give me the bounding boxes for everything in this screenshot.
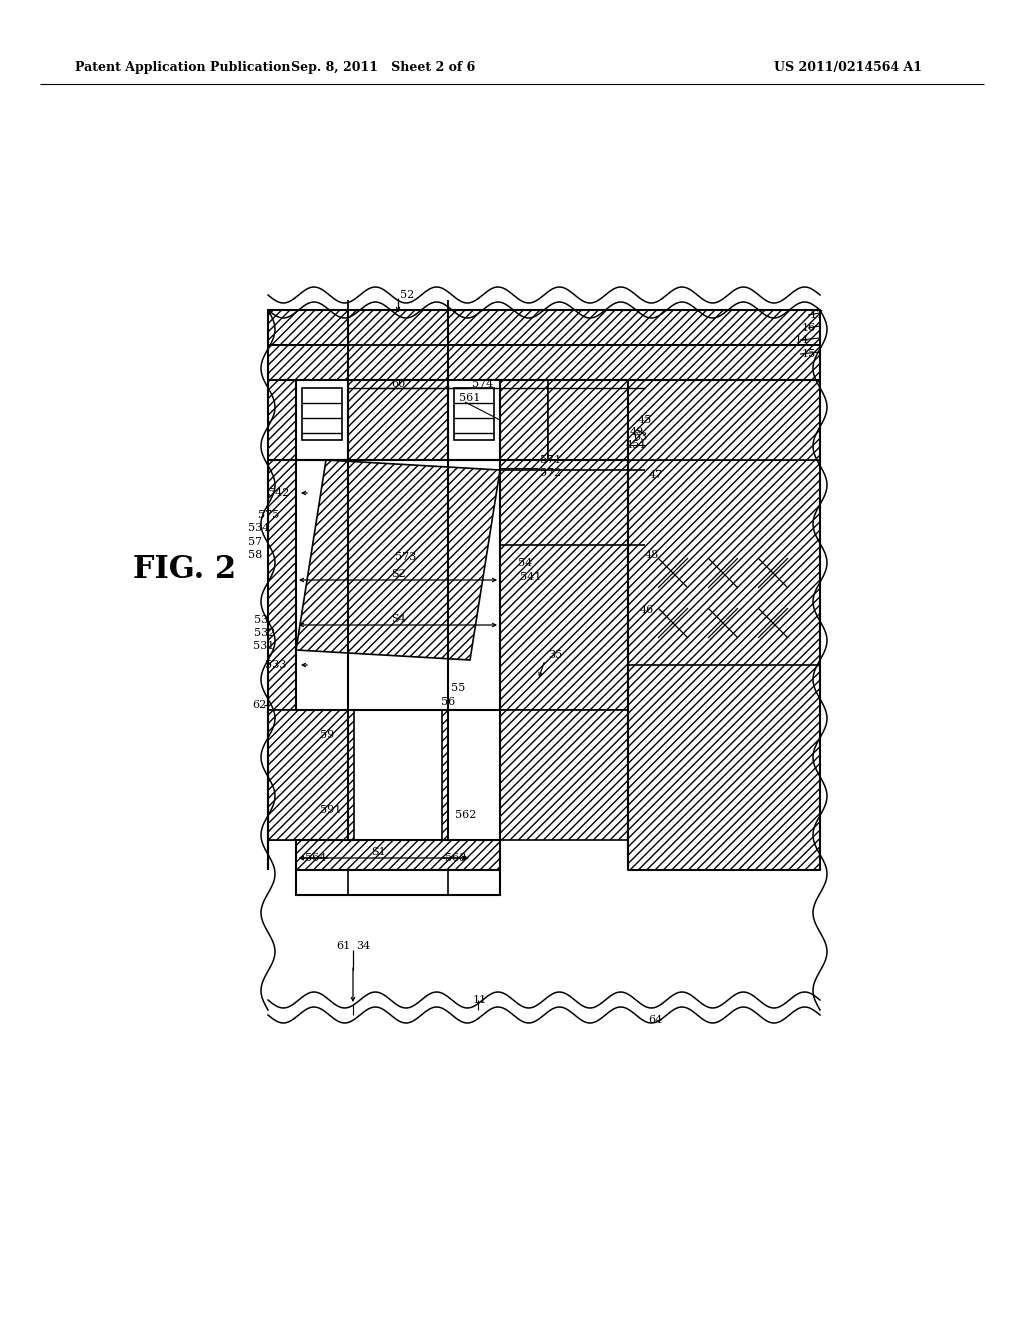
Text: 60: 60 [391, 379, 406, 389]
Text: 49: 49 [630, 426, 644, 437]
Text: 53: 53 [254, 615, 268, 624]
Text: 542: 542 [268, 488, 290, 498]
Text: 55: 55 [451, 682, 465, 693]
Bar [628, 665, 820, 870]
Text: 52: 52 [400, 290, 415, 300]
Text: 532: 532 [254, 628, 275, 638]
Text: 541: 541 [520, 572, 542, 582]
Text: 48: 48 [645, 550, 659, 560]
Text: S1: S1 [371, 847, 385, 857]
Bar [302, 388, 342, 440]
Bar [268, 380, 348, 840]
Text: 575: 575 [258, 510, 280, 520]
Text: S2: S2 [390, 569, 406, 579]
Text: 46: 46 [640, 605, 654, 615]
Bar [449, 380, 500, 459]
Bar [268, 459, 348, 710]
Text: 56: 56 [441, 697, 456, 708]
Bar [348, 710, 449, 840]
Bar [296, 870, 500, 895]
Text: Sep. 8, 2011   Sheet 2 of 6: Sep. 8, 2011 Sheet 2 of 6 [291, 61, 475, 74]
Text: 54: 54 [518, 558, 532, 568]
Bar [645, 425, 800, 665]
Text: 564: 564 [305, 853, 327, 863]
Text: 17: 17 [810, 310, 824, 319]
Text: 572: 572 [540, 469, 561, 478]
Bar [268, 710, 348, 840]
Bar [268, 380, 348, 459]
Bar [449, 380, 548, 459]
Text: S4: S4 [390, 614, 406, 624]
Bar [296, 840, 500, 870]
Bar [548, 380, 628, 459]
Bar [296, 840, 500, 870]
Text: 62: 62 [252, 700, 266, 710]
Text: 562: 562 [455, 810, 476, 820]
Text: 451: 451 [626, 440, 647, 450]
Bar [348, 380, 449, 459]
Text: 573: 573 [395, 552, 416, 562]
Bar [296, 459, 500, 710]
Text: 47: 47 [649, 470, 664, 480]
Polygon shape [296, 459, 500, 660]
Text: 563: 563 [445, 853, 466, 863]
Bar [628, 380, 820, 459]
Bar [348, 310, 449, 380]
Bar [628, 380, 820, 459]
Bar [354, 710, 442, 840]
Text: Patent Application Publication: Patent Application Publication [75, 61, 291, 74]
Text: FIG. 2: FIG. 2 [133, 554, 237, 586]
Text: 574: 574 [472, 379, 494, 389]
Text: 61: 61 [336, 941, 350, 950]
Text: 533: 533 [265, 660, 287, 671]
Bar [296, 380, 348, 459]
Bar [268, 380, 348, 459]
Text: 561: 561 [459, 393, 480, 403]
Bar [268, 310, 820, 345]
Bar [628, 459, 820, 760]
Text: 34: 34 [356, 941, 371, 950]
Text: 14: 14 [795, 335, 809, 345]
Text: 64: 64 [648, 1015, 663, 1026]
Text: 571: 571 [540, 455, 561, 465]
Text: 45: 45 [638, 414, 652, 425]
Text: 534: 534 [248, 523, 269, 533]
Text: 531: 531 [253, 642, 274, 651]
Text: 63: 63 [633, 432, 647, 442]
Bar [348, 310, 449, 380]
Text: 35: 35 [548, 649, 562, 660]
Bar [500, 710, 628, 840]
Text: 58: 58 [248, 550, 262, 560]
Text: 11: 11 [473, 995, 487, 1005]
Bar [268, 345, 820, 380]
Text: 16: 16 [802, 323, 816, 333]
Text: 57: 57 [248, 537, 262, 546]
Bar [500, 459, 628, 710]
Text: 591: 591 [319, 805, 341, 814]
Text: US 2011/0214564 A1: US 2011/0214564 A1 [774, 61, 922, 74]
Text: 59: 59 [319, 730, 334, 741]
Bar [454, 388, 494, 440]
Text: 15: 15 [802, 348, 816, 359]
